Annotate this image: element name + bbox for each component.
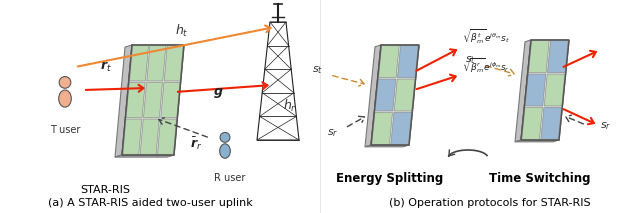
Text: $\boldsymbol{r}_t$: $\boldsymbol{r}_t$ xyxy=(100,60,112,74)
Text: T user: T user xyxy=(50,125,80,135)
Polygon shape xyxy=(525,74,546,106)
Text: $s_t$: $s_t$ xyxy=(312,64,323,76)
Text: $\boldsymbol{g}$: $\boldsymbol{g}$ xyxy=(213,86,223,100)
Text: $\bar{\boldsymbol{r}}_r$: $\bar{\boldsymbol{r}}_r$ xyxy=(190,135,202,152)
Polygon shape xyxy=(115,45,132,157)
Polygon shape xyxy=(140,119,159,154)
Circle shape xyxy=(220,132,230,142)
Text: STAR-RIS: STAR-RIS xyxy=(80,185,130,195)
Polygon shape xyxy=(365,145,409,147)
Polygon shape xyxy=(375,79,396,111)
Polygon shape xyxy=(365,45,381,147)
Polygon shape xyxy=(378,46,399,78)
Text: (b) Operation protocols for STAR-RIS: (b) Operation protocols for STAR-RIS xyxy=(389,198,591,208)
Polygon shape xyxy=(397,46,418,78)
Text: Time Switching: Time Switching xyxy=(489,172,591,185)
Text: $h_t$: $h_t$ xyxy=(175,23,189,39)
Text: (a) A STAR-RIS aided two-user uplink: (a) A STAR-RIS aided two-user uplink xyxy=(47,198,252,208)
Polygon shape xyxy=(129,46,148,81)
Text: $\sqrt{\beta_m^r}e^{j\phi_m}s_r$: $\sqrt{\beta_m^r}e^{j\phi_m}s_r$ xyxy=(462,56,510,75)
Polygon shape xyxy=(529,41,549,73)
Polygon shape xyxy=(391,112,412,144)
Polygon shape xyxy=(164,46,183,81)
Polygon shape xyxy=(372,112,392,144)
Polygon shape xyxy=(257,22,299,140)
Text: $\sqrt{\beta_m^t}e^{j\theta_m}s_t$: $\sqrt{\beta_m^t}e^{j\theta_m}s_t$ xyxy=(462,28,509,46)
Text: R user: R user xyxy=(214,173,246,183)
Ellipse shape xyxy=(220,144,230,158)
Ellipse shape xyxy=(59,90,71,107)
Polygon shape xyxy=(115,155,174,157)
Polygon shape xyxy=(521,40,569,140)
Polygon shape xyxy=(515,40,531,142)
Text: $h_r$: $h_r$ xyxy=(283,98,297,114)
Text: $s_t$: $s_t$ xyxy=(465,54,476,66)
Text: Energy Splitting: Energy Splitting xyxy=(337,172,444,185)
Polygon shape xyxy=(515,140,559,142)
Polygon shape xyxy=(126,82,145,118)
Circle shape xyxy=(59,76,71,88)
Polygon shape xyxy=(157,119,177,154)
Polygon shape xyxy=(522,107,543,139)
Polygon shape xyxy=(394,79,415,111)
Polygon shape xyxy=(123,119,142,154)
Polygon shape xyxy=(161,82,180,118)
Polygon shape xyxy=(147,46,166,81)
Text: $s_r$: $s_r$ xyxy=(600,120,611,132)
Text: $s_r$: $s_r$ xyxy=(326,127,338,139)
Polygon shape xyxy=(544,74,564,106)
Polygon shape xyxy=(548,41,568,73)
Polygon shape xyxy=(371,45,419,145)
Polygon shape xyxy=(143,82,163,118)
Polygon shape xyxy=(122,45,184,155)
Polygon shape xyxy=(541,107,561,139)
